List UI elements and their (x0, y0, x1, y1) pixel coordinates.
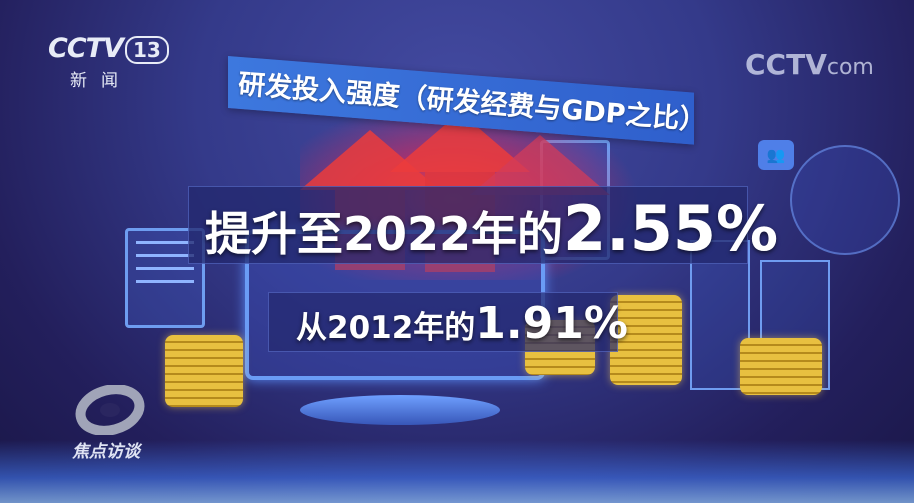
watermark-brand: CCTV (745, 48, 827, 81)
coin-stack-icon (165, 335, 243, 407)
channel-number: 13 (124, 36, 169, 64)
rising-arrow-icon (470, 135, 610, 195)
channel-brand: CCTV (48, 33, 124, 64)
headline-band (188, 186, 748, 264)
program-name: 焦点访谈 (72, 442, 140, 462)
subline-band (268, 292, 618, 352)
channel-name: 新闻 (70, 71, 132, 91)
coin-stack-icon (740, 338, 822, 395)
headline-prefix: 提升至2022年的 (205, 207, 564, 261)
headline-value: 2.55% (563, 192, 779, 265)
channel-logo: CCTV 13 新闻 (48, 33, 169, 91)
subline-value: 1.91% (475, 298, 628, 349)
decorative-circle (790, 145, 900, 255)
light-streak-floor (0, 440, 914, 503)
coin-stack-icon (610, 295, 682, 385)
users-icon: 👥 (758, 140, 794, 170)
cctv-com-watermark: CCTVcom (745, 48, 874, 81)
swirl-emblem-icon (75, 385, 145, 435)
subline: 从2012年的1.91% (296, 298, 628, 349)
headline: 提升至2022年的2.55% (205, 192, 778, 265)
watermark-suffix: com (826, 55, 874, 80)
subline-prefix: 从2012年的 (296, 310, 476, 346)
monitor-stand (300, 395, 500, 425)
